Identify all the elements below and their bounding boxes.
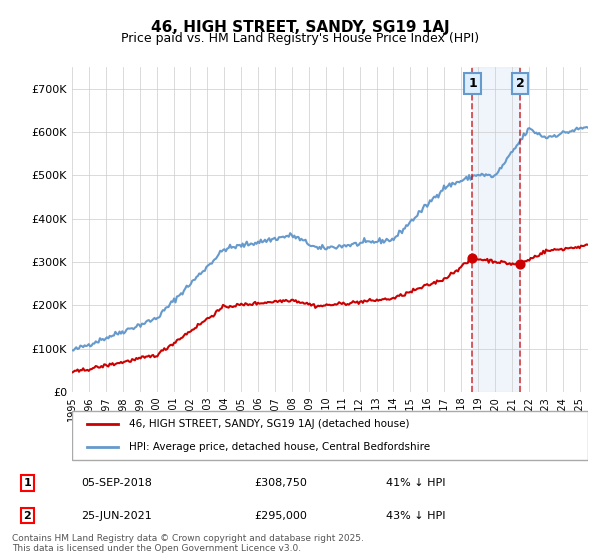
Bar <box>472 67 520 392</box>
Text: £295,000: £295,000 <box>254 511 307 521</box>
Text: 25-JUN-2021: 25-JUN-2021 <box>81 511 152 521</box>
Text: 2: 2 <box>23 511 31 521</box>
Text: 1: 1 <box>23 478 31 488</box>
Text: 05-SEP-2018: 05-SEP-2018 <box>81 478 152 488</box>
Text: Contains HM Land Registry data © Crown copyright and database right 2025.
This d: Contains HM Land Registry data © Crown c… <box>12 534 364 553</box>
Text: £308,750: £308,750 <box>254 478 307 488</box>
Text: 41% ↓ HPI: 41% ↓ HPI <box>386 478 446 488</box>
Text: 2: 2 <box>515 77 524 90</box>
Point <box>515 260 525 269</box>
Text: 43% ↓ HPI: 43% ↓ HPI <box>386 511 446 521</box>
Point <box>467 254 477 263</box>
Text: 46, HIGH STREET, SANDY, SG19 1AJ (detached house): 46, HIGH STREET, SANDY, SG19 1AJ (detach… <box>129 419 409 429</box>
Text: 46, HIGH STREET, SANDY, SG19 1AJ: 46, HIGH STREET, SANDY, SG19 1AJ <box>151 20 449 35</box>
Text: 1: 1 <box>468 77 477 90</box>
FancyBboxPatch shape <box>72 411 588 460</box>
Text: Price paid vs. HM Land Registry's House Price Index (HPI): Price paid vs. HM Land Registry's House … <box>121 32 479 45</box>
Text: HPI: Average price, detached house, Central Bedfordshire: HPI: Average price, detached house, Cent… <box>129 442 430 452</box>
